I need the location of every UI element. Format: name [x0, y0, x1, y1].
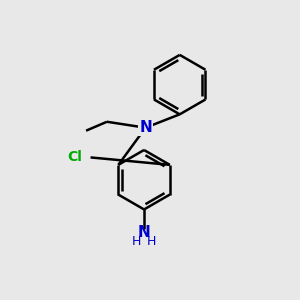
Text: H: H — [132, 235, 141, 248]
Text: N: N — [139, 120, 152, 135]
Text: Cl: Cl — [67, 150, 82, 164]
Text: N: N — [138, 225, 150, 240]
Text: H: H — [147, 235, 156, 248]
